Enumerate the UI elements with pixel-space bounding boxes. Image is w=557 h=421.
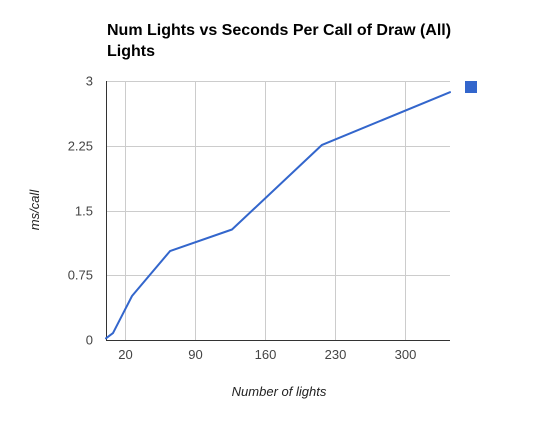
- y-tick-label: 1.5: [75, 204, 93, 219]
- y-tick-label: 3: [86, 74, 93, 89]
- axes: [106, 81, 450, 341]
- legend: [465, 81, 477, 93]
- x-tick-label: 230: [325, 347, 347, 362]
- series-line: [105, 91, 451, 340]
- series-lines: [105, 91, 451, 340]
- y-axis-title: ms/call: [27, 189, 42, 231]
- chart-title: Num Lights vs Seconds Per Call of Draw (…: [107, 22, 452, 60]
- y-tick-label: 2.25: [68, 139, 93, 154]
- y-tick-label: 0: [86, 333, 93, 348]
- x-axis-title: Number of lights: [232, 384, 327, 399]
- x-tick-label: 90: [188, 347, 202, 362]
- x-tick-label: 20: [118, 347, 132, 362]
- grid-lines: [106, 81, 450, 340]
- x-tick-label: 160: [255, 347, 277, 362]
- y-tick-label: 0.75: [68, 268, 93, 283]
- x-tick-label: 300: [395, 347, 417, 362]
- tick-labels: 0 0.75 1.5 2.25 3 20 90 160 230 300: [68, 74, 417, 363]
- legend-swatch: [465, 81, 477, 93]
